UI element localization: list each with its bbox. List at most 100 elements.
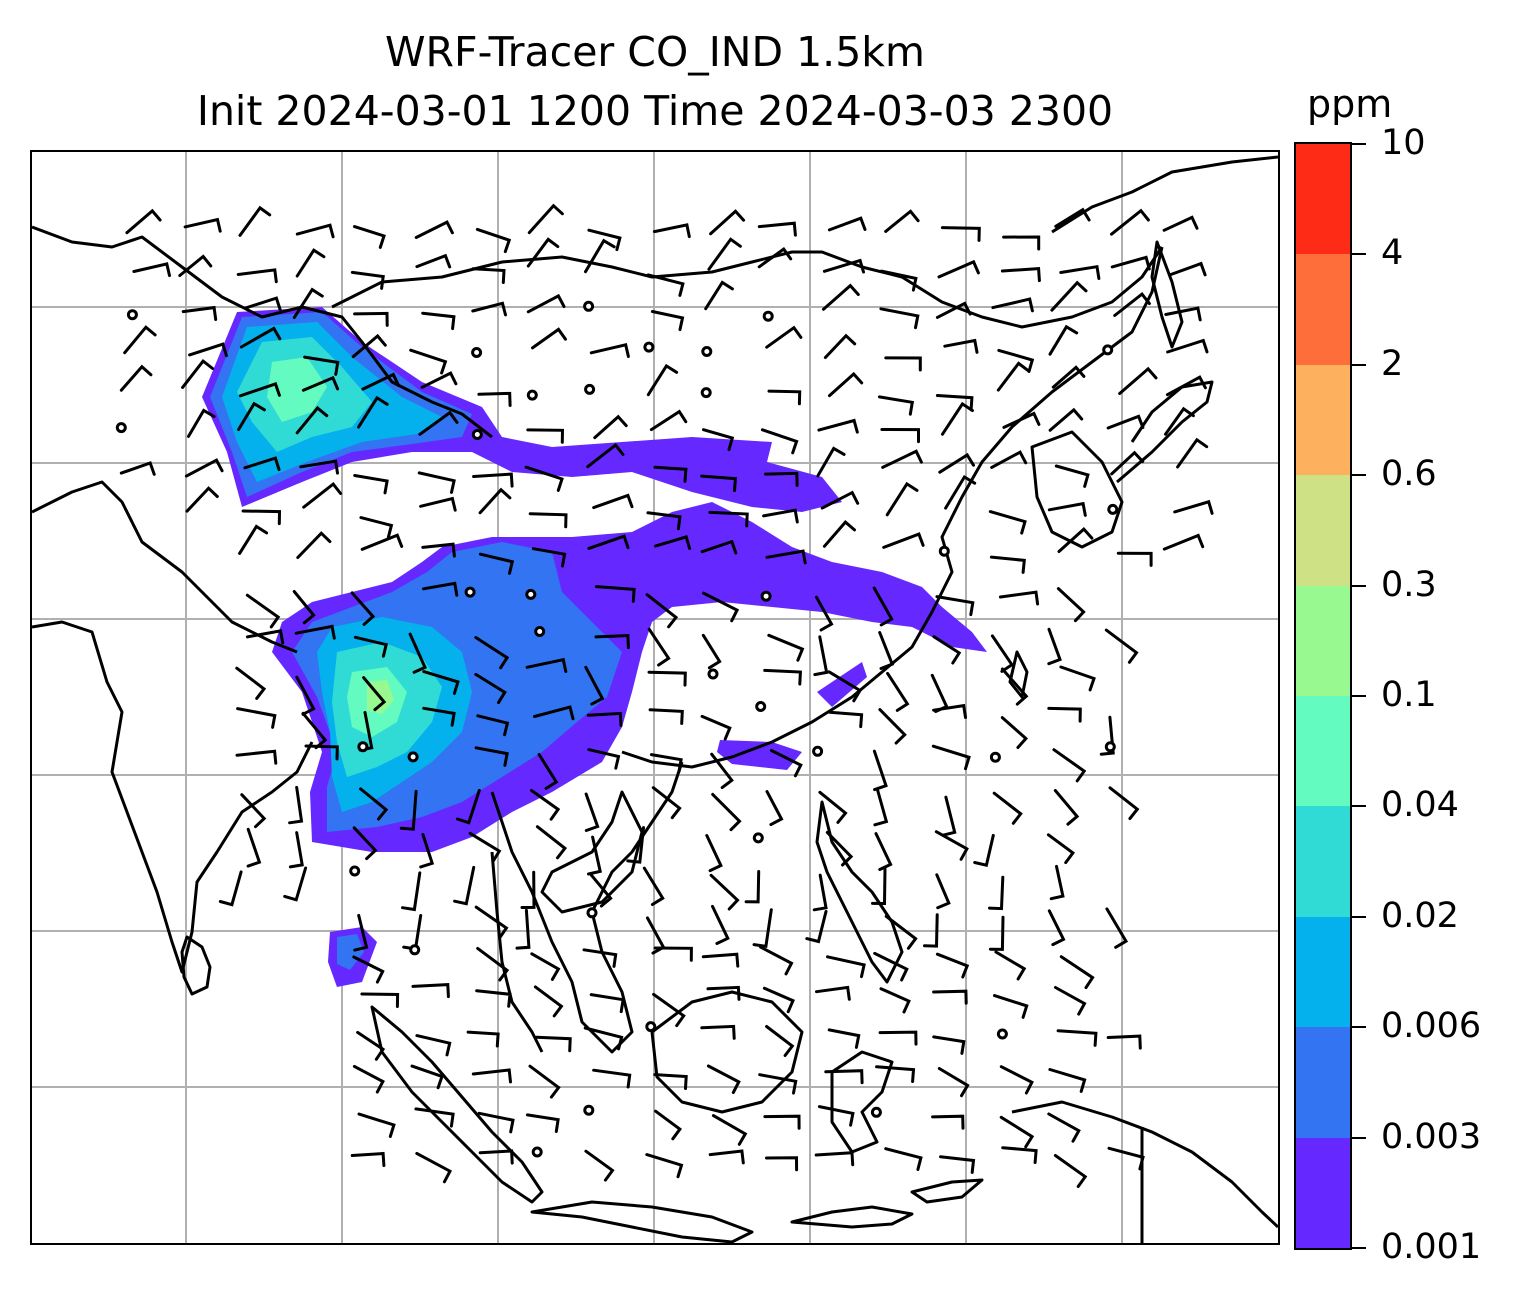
wind-barb	[515, 908, 531, 950]
wind-barb	[586, 711, 623, 727]
india-coastline	[32, 620, 314, 974]
calm-wind-circle	[645, 1021, 657, 1033]
wind-barb	[419, 496, 457, 512]
wind-barb	[1162, 215, 1199, 232]
calm-wind-circles	[115, 300, 1119, 1158]
wind-barb	[535, 1035, 572, 1053]
wind-barb	[468, 831, 502, 863]
colorbar-segment	[1296, 585, 1350, 696]
wind-barb	[873, 951, 909, 982]
wind-barb	[825, 830, 854, 867]
wind-barb	[1057, 526, 1094, 553]
wind-barb	[879, 987, 911, 1014]
wind-barb	[704, 280, 734, 311]
wind-barb	[528, 512, 568, 529]
wind-barb	[814, 1151, 855, 1167]
wind-barb	[453, 865, 476, 906]
wind-barb	[827, 670, 863, 703]
wind-barb	[827, 1028, 861, 1049]
japan-islands	[1116, 380, 1214, 484]
wind-barb	[235, 749, 278, 765]
wind-barb	[353, 913, 369, 952]
wind-barb	[1110, 255, 1151, 271]
wind-barb	[822, 258, 865, 274]
wind-barb	[935, 301, 972, 319]
calm-wind-circle	[752, 832, 764, 844]
wind-barb	[648, 708, 684, 725]
wind-barb	[471, 301, 507, 317]
wind-barb	[421, 311, 456, 331]
wind-barb	[653, 465, 688, 483]
calm-wind-circle	[126, 309, 138, 321]
wind-barb	[762, 986, 795, 1014]
wind-barb	[353, 311, 389, 327]
wind-barb	[417, 471, 456, 494]
wind-barb	[885, 481, 919, 517]
calm-wind-circle	[525, 588, 537, 600]
colorbar-segment	[1296, 475, 1350, 586]
wind-barb	[937, 259, 980, 279]
wind-barb	[592, 493, 634, 510]
wind-barb	[826, 955, 866, 979]
wind-barb	[1059, 665, 1096, 692]
calm-wind-circle	[643, 341, 655, 353]
wind-barb	[757, 247, 793, 269]
wind-barb	[765, 549, 807, 565]
wind-barb	[878, 631, 895, 670]
wind-barb	[1113, 291, 1151, 317]
wind-barb	[283, 866, 308, 902]
wind-barb	[651, 786, 682, 820]
wind-barb	[471, 1068, 512, 1084]
wind-barb	[994, 950, 1027, 981]
wind-barb	[119, 364, 153, 392]
wind-barb	[415, 1034, 452, 1057]
wind-barb	[652, 223, 691, 239]
wind-barb	[1108, 786, 1140, 821]
wind-barb	[934, 830, 969, 861]
wind-barb	[805, 910, 828, 944]
map-gridlines	[32, 152, 1278, 1243]
wind-barb	[350, 591, 376, 626]
wind-barb	[1002, 235, 1041, 251]
wind-barb	[999, 1065, 1034, 1095]
calm-wind-circle	[471, 347, 483, 358]
map-panel[interactable]	[30, 150, 1280, 1245]
wind-barb	[239, 326, 282, 349]
wind-barb	[879, 269, 918, 292]
wind-barb	[288, 831, 304, 869]
wind-barb	[584, 1149, 615, 1182]
colorbar-tick-label: 4	[1381, 233, 1404, 274]
wind-barb	[362, 676, 387, 712]
wind-barb	[932, 1035, 966, 1055]
wind-barb	[653, 946, 693, 962]
wind-barb	[757, 221, 797, 237]
wind-barb	[587, 228, 622, 252]
wind-barb	[1116, 551, 1153, 567]
wind-barb	[935, 873, 951, 910]
colorbar-tick-label: 10	[1381, 123, 1426, 163]
wind-barb	[361, 372, 400, 391]
colorbar-tick-label: 0.3	[1381, 564, 1437, 605]
wind-barb	[706, 1064, 741, 1094]
wind-barb	[303, 355, 340, 376]
wind-barb	[359, 787, 389, 821]
wind-barb	[584, 665, 605, 706]
sumatra	[370, 1005, 544, 1204]
wind-barb	[1110, 208, 1150, 236]
wind-barb	[884, 1147, 923, 1171]
wind-barb	[526, 428, 565, 444]
wind-barb	[294, 624, 336, 640]
wind-barb	[478, 552, 515, 575]
wind-barb	[653, 1073, 688, 1090]
wind-barb	[244, 296, 282, 311]
wind-barb	[937, 1067, 970, 1098]
wind-barb	[944, 474, 977, 510]
wind-barb	[466, 1030, 500, 1048]
wind-barb	[1107, 1146, 1145, 1171]
colorbar-tick	[1352, 915, 1366, 918]
wind-barb	[1053, 1154, 1088, 1188]
wind-barb	[820, 490, 860, 510]
wind-barb	[184, 458, 224, 478]
wind-barb	[873, 788, 889, 827]
sulawesi	[830, 1050, 894, 1154]
